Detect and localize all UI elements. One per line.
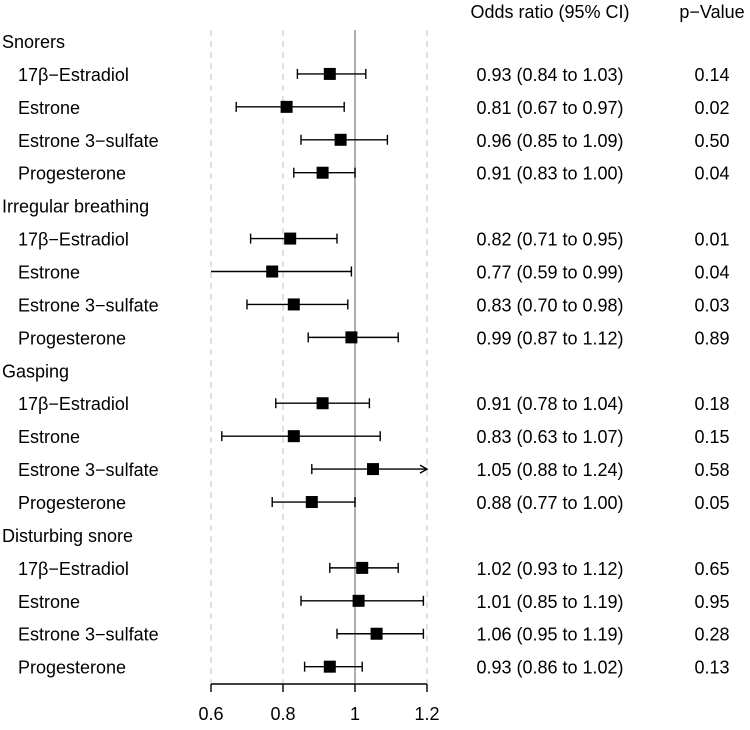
odds-ratio-marker [284,232,297,245]
row-label: Progesterone [18,658,126,678]
row-label: 17β−Estradiol [18,65,129,85]
odds-ratio-value: 0.81 (0.67 to 0.97) [476,98,623,118]
group-label: Disturbing snore [2,526,133,546]
p-value-header: p−Value [679,2,744,22]
row-label: Estrone 3−sulfate [18,625,159,645]
p-value: 0.58 [694,460,729,480]
row-label: Estrone 3−sulfate [18,131,159,151]
odds-ratio-value: 0.77 (0.59 to 0.99) [476,263,623,283]
x-tick-label: 1 [350,704,360,724]
odds-ratio-value: 0.88 (0.77 to 1.00) [476,493,623,513]
p-value: 0.02 [694,98,729,118]
odds-ratio-marker [280,100,293,113]
p-value: 0.65 [694,559,729,579]
p-value: 0.50 [694,131,729,151]
p-value: 0.28 [694,625,729,645]
row-label: Progesterone [18,328,126,348]
p-value: 0.14 [694,65,729,85]
ci-layer [211,67,429,673]
p-value: 0.03 [694,295,729,315]
odds-ratio-marker [334,133,347,146]
odds-ratio-marker [287,298,300,311]
row-label: Estrone 3−sulfate [18,460,159,480]
odds-ratio-marker [367,463,379,476]
p-value: 0.13 [694,658,729,678]
row-label: 17β−Estradiol [18,230,129,250]
p-value: 0.05 [694,493,729,513]
group-label: Gasping [2,361,69,381]
group-label: Irregular breathing [2,197,149,217]
odds-ratio-marker [345,331,358,344]
odds-ratio-value: 1.06 (0.95 to 1.19) [476,625,623,645]
p-value: 0.95 [694,592,729,612]
p-value: 0.15 [694,427,729,447]
x-tick-label: 0.8 [270,704,295,724]
p-value: 0.04 [694,263,729,283]
odds-ratio-value: 0.91 (0.78 to 1.04) [476,394,623,414]
row-label: 17β−Estradiol [18,559,129,579]
odds-ratio-value: 0.93 (0.86 to 1.02) [476,658,623,678]
grid-layer [210,30,428,683]
ci-arrow [419,464,429,474]
odds-ratio-value: 1.02 (0.93 to 1.12) [476,559,623,579]
p-value: 0.18 [694,394,729,414]
p-value: 0.04 [694,164,729,184]
row-label: Progesterone [18,164,126,184]
row-label: Estrone [18,98,80,118]
odds-ratio-value: 0.83 (0.70 to 0.98) [476,295,623,315]
row-label: Estrone [18,263,80,283]
row-label: Progesterone [18,493,126,513]
row-label: 17β−Estradiol [18,394,129,414]
odds-ratio-value: 0.83 (0.63 to 1.07) [476,427,623,447]
odds-ratio-marker [287,430,300,443]
odds-ratio-marker [370,627,383,640]
row-label: Estrone [18,427,80,447]
odds-ratio-value: 0.93 (0.84 to 1.03) [476,65,623,85]
odds-ratio-marker [323,660,336,673]
odds-ratio-value: 0.99 (0.87 to 1.12) [476,328,623,348]
odds-ratio-marker [323,67,336,80]
x-tick-label: 1.2 [414,704,439,724]
odds-ratio-marker [266,265,279,278]
odds-ratio-marker [352,594,365,607]
p-value: 0.01 [694,230,729,250]
x-axis: 0.6 0.8 1 1.2 [198,683,440,724]
odds-ratio-value: 0.96 (0.85 to 1.09) [476,131,623,151]
odds-ratio-marker [305,496,318,509]
row-labels: Snorers 17β−Estradiol Estrone Estrone 3−sul… [2,32,159,678]
odds-ratio-marker [316,397,329,410]
stats-table: Odds ratio (95% CI) p−Value 0.93 (0.84 t… [470,2,744,678]
odds-ratio-value: 0.91 (0.83 to 1.00) [476,164,623,184]
x-tick-label: 0.6 [198,704,223,724]
odds-ratio-marker [316,166,329,179]
group-label: Snorers [2,32,65,52]
odds-ratio-value: 1.05 (0.88 to 1.24) [476,460,623,480]
odds-ratio-value: 1.01 (0.85 to 1.19) [476,592,623,612]
odds-ratio-marker [356,561,369,574]
odds-ratio-value: 0.82 (0.71 to 0.95) [476,230,623,250]
odds-ratio-header: Odds ratio (95% CI) [470,2,629,22]
row-label: Estrone [18,592,80,612]
row-label: Estrone 3−sulfate [18,295,159,315]
p-value: 0.89 [694,328,729,348]
